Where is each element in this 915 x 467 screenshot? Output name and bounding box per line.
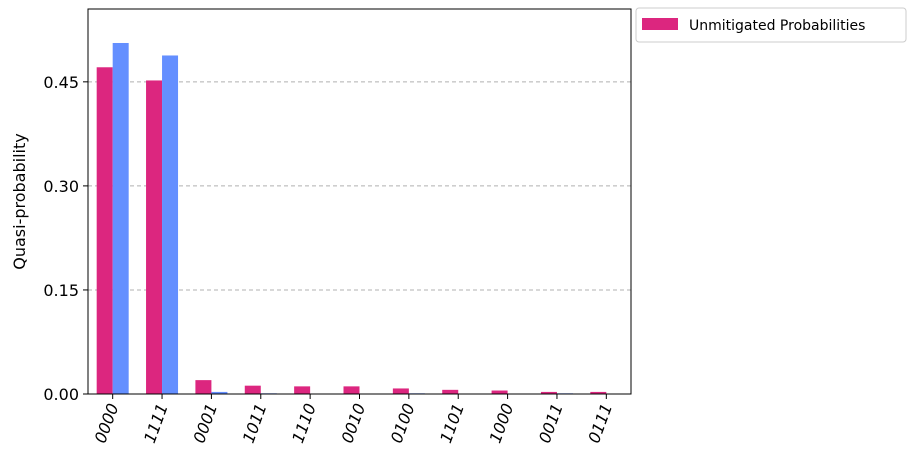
bar xyxy=(195,380,212,394)
bar xyxy=(96,67,113,395)
bar xyxy=(244,385,261,394)
y-tick-label: 0.00 xyxy=(43,385,79,404)
legend: Unmitigated Probabilities xyxy=(635,7,907,43)
x-tick-label: 0010 xyxy=(337,401,369,446)
bar xyxy=(112,42,129,394)
bar xyxy=(211,391,228,394)
bar xyxy=(294,386,311,394)
legend-swatch xyxy=(642,18,678,30)
y-tick-label: 0.30 xyxy=(43,177,79,196)
x-tick-label: 1111 xyxy=(140,401,172,446)
y-tick-label: 0.15 xyxy=(43,281,79,300)
x-tick-label: 0000 xyxy=(91,401,123,446)
legend-box xyxy=(635,7,907,43)
legend-label: Unmitigated Probabilities xyxy=(689,18,865,34)
bar xyxy=(491,390,508,394)
x-tick-label: 0100 xyxy=(387,401,419,446)
bar xyxy=(343,386,360,394)
bars xyxy=(96,42,607,395)
x-tick-label: 1011 xyxy=(239,401,271,446)
bar xyxy=(392,388,409,394)
y-tick-label: 0.45 xyxy=(43,73,79,92)
bar xyxy=(146,80,163,395)
x-tick-label: 0001 xyxy=(189,401,221,446)
bar xyxy=(442,389,459,394)
x-tick-label: 0111 xyxy=(584,401,616,446)
bar xyxy=(590,391,607,394)
x-tick-label: 1000 xyxy=(486,401,518,446)
y-axis: 0.00 0.15 0.30 0.45 xyxy=(43,73,88,404)
bar xyxy=(162,55,179,394)
x-tick-label: 1110 xyxy=(288,401,320,446)
x-tick-label: 0011 xyxy=(535,401,567,446)
x-tick-label: 1101 xyxy=(436,401,468,446)
x-axis: 0000 1111 0001 1011 1110 0010 0100 1101 1000 0011… xyxy=(91,394,616,446)
bar xyxy=(540,391,557,394)
y-axis-label: Quasi-probability xyxy=(10,133,29,269)
